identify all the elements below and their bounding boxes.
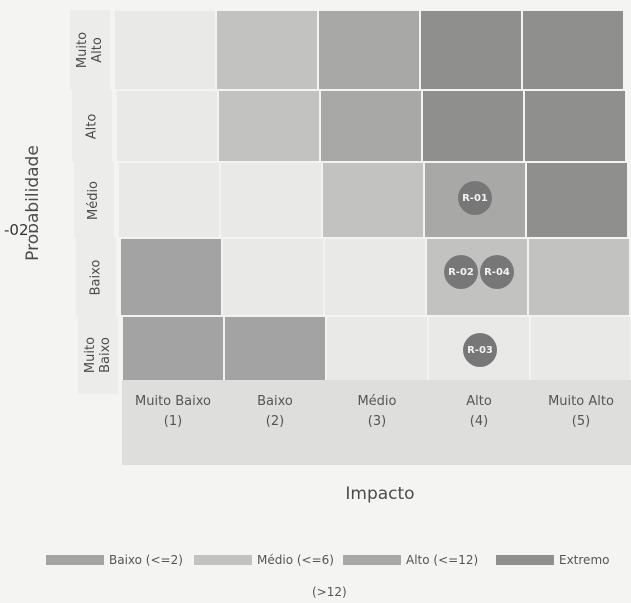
y-axis-title: Probabilidade <box>23 145 43 261</box>
cell-alto-alto <box>422 90 524 162</box>
cell-alto-muito-baixo <box>116 90 218 162</box>
column-label-band <box>122 380 631 465</box>
legend-extremo-note: (>12) <box>312 585 347 599</box>
risk-bubble-r03[interactable]: R-03 <box>463 333 497 367</box>
margin-fragment: -02 <box>4 221 29 239</box>
cell-alto-baixo <box>218 90 320 162</box>
risk-bubble-r02[interactable]: R-02 <box>444 255 478 289</box>
column-label-muito-alto: Muito Alto (5) <box>548 394 614 429</box>
column-label-medio: Médio (3) <box>357 394 397 429</box>
cell-medio-medio <box>322 162 424 238</box>
cell-baixo-medio <box>324 238 426 316</box>
cell-medio-muito-baixo <box>118 162 220 238</box>
column-label-muito-baixo: Muito Baixo (1) <box>135 394 211 429</box>
cell-medio-baixo <box>220 162 322 238</box>
column-label-alto: Alto (4) <box>466 394 492 429</box>
legend-item-medio: Médio (<=6) <box>194 552 334 568</box>
cell-muito-alto-medio <box>318 10 420 90</box>
legend-swatch-medio <box>194 555 252 565</box>
legend-swatch-extremo <box>496 555 554 565</box>
cell-baixo-muito-baixo <box>120 238 222 316</box>
cell-medio-alto <box>424 162 526 238</box>
row-label-muito-alto: Muito Alto <box>70 10 110 90</box>
cell-muito-alto-muito-alto <box>522 10 624 90</box>
column-label-baixo: Baixo (2) <box>257 394 293 429</box>
risk-bubble-r01[interactable]: R-01 <box>458 181 492 215</box>
cell-alto-medio <box>320 90 422 162</box>
row-label-alto: Alto <box>72 90 112 162</box>
row-label-baixo: Baixo <box>76 238 116 316</box>
cell-baixo-baixo <box>222 238 324 316</box>
cell-medio-muito-alto <box>526 162 628 238</box>
risk-bubble-r04[interactable]: R-04 <box>480 255 514 289</box>
cell-muito-alto-alto <box>420 10 522 90</box>
legend-swatch-alto <box>343 555 401 565</box>
legend-item-alto: Alto (<=12) <box>343 552 478 568</box>
row-label-muito-baixo: Muito Baixo <box>78 316 118 394</box>
x-axis-title: Impacto <box>345 484 415 504</box>
cell-alto-muito-alto <box>524 90 626 162</box>
cell-muito-alto-baixo <box>216 10 318 90</box>
legend-item-extremo: Extremo <box>496 552 609 568</box>
cell-baixo-muito-alto <box>528 238 630 316</box>
legend-item-baixo: Baixo (<=2) <box>46 552 183 568</box>
row-label-medio: Médio <box>74 162 114 238</box>
legend-swatch-baixo <box>46 555 104 565</box>
cell-muito-alto-muito-baixo <box>114 10 216 90</box>
